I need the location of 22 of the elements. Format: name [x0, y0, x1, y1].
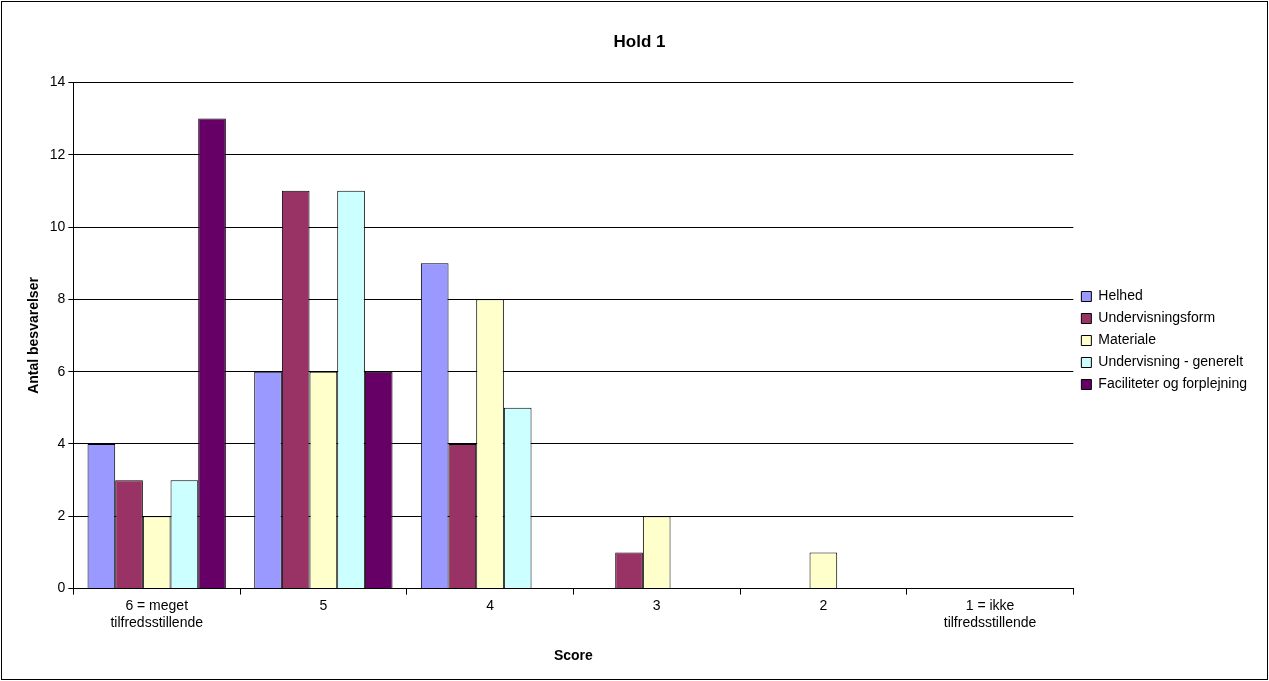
y-tick-label: 6 [57, 362, 66, 379]
x-axis-title: Score [553, 647, 594, 664]
y-tick-label: 4 [57, 434, 66, 451]
legend-label: Undervisning - generelt [1098, 353, 1244, 370]
y-tick-label: 10 [49, 217, 66, 234]
y-tick-label: 8 [57, 290, 66, 307]
y-tick-label: 12 [49, 145, 66, 162]
x-tick-label: 4 [486, 596, 495, 613]
legend-label: Materiale [1098, 331, 1157, 348]
y-tick-label: 0 [57, 579, 66, 596]
chart-title: Hold 1 [613, 31, 666, 51]
y-axis-title: Antal besvarelser [25, 276, 42, 394]
legend-label: Helhed [1098, 287, 1143, 304]
y-tick-label: 2 [57, 507, 66, 524]
x-tick-label: 2 [819, 596, 828, 613]
x-tick-label: 6 = meget tilfredsstillende [110, 596, 204, 630]
legend-label: Undervisningsform [1098, 309, 1216, 326]
x-tick-label: 3 [652, 596, 661, 613]
x-tick-label: 5 [319, 596, 328, 613]
y-tick-label: 14 [49, 73, 66, 90]
legend-label: Faciliteter og forplejning [1098, 375, 1248, 392]
x-tick-label: 1 = ikke tilfredsstillende [943, 596, 1037, 630]
